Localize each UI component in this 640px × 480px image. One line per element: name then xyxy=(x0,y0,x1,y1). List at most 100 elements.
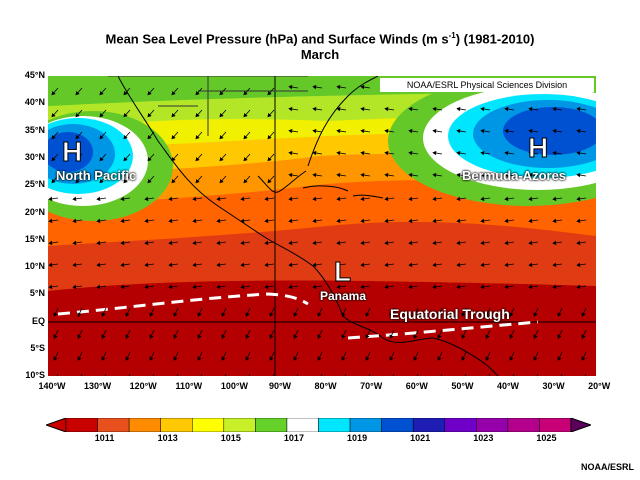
wind-arrow-head xyxy=(365,334,370,339)
wind-arrow-head xyxy=(48,240,53,246)
wind-arrow-head xyxy=(432,262,437,268)
wind-arrow-head xyxy=(312,150,317,156)
north-pacific-label: North Pacific xyxy=(56,168,137,183)
wind-arrow-head xyxy=(243,90,248,96)
wind-arrow-head xyxy=(413,334,418,339)
wind-arrow-head xyxy=(51,112,56,118)
wind-arrow-head xyxy=(77,334,82,339)
wind-arrow-head xyxy=(504,106,509,112)
wind-arrow-head xyxy=(269,334,274,339)
bermuda-label: Bermuda-Azores xyxy=(462,168,567,183)
wind-arrow-head xyxy=(99,178,104,184)
wind-arrow-head xyxy=(552,128,557,134)
wind-arrow-head xyxy=(288,150,293,156)
np-ring-5 xyxy=(48,132,93,172)
wind-arrow-head xyxy=(125,312,130,317)
wind-arrow-head xyxy=(197,356,202,361)
wind-arrow-head xyxy=(240,262,245,268)
colorbar-swatch xyxy=(444,418,477,432)
wind-arrow-head xyxy=(485,312,490,317)
wind-arrow-head xyxy=(195,156,200,162)
wind-arrow-head xyxy=(360,106,365,112)
lat-label: 10°N xyxy=(24,261,45,272)
wind-arrow-head xyxy=(168,240,173,246)
wind-arrow-head xyxy=(456,150,461,156)
wind-arrow-head xyxy=(509,334,514,339)
wind-arrow-head xyxy=(120,262,125,268)
wind-arrow-head xyxy=(432,240,437,246)
wind-arrow-head xyxy=(336,196,341,202)
wind-arrow-head xyxy=(48,218,53,224)
wind-arrow-head xyxy=(432,218,437,224)
wind-arrow-head xyxy=(147,90,152,96)
wind-arrow-head xyxy=(384,128,389,134)
coastline-main xyxy=(117,76,499,376)
wind-arrow-head xyxy=(504,262,509,268)
wind-arrow-head xyxy=(269,312,274,317)
wind-arrow-head xyxy=(312,172,317,178)
wind-arrow-head xyxy=(504,240,509,246)
low-symbol: L xyxy=(333,256,352,288)
wind-arrow-head xyxy=(72,218,77,224)
colorbar-label: 1017 xyxy=(283,433,304,443)
wind-arrow-head xyxy=(437,312,442,317)
lat-label: 40°N xyxy=(24,97,45,108)
wind-arrow-head xyxy=(147,112,152,118)
wind-arrow-head xyxy=(149,334,154,339)
wind-arrow-head xyxy=(504,218,509,224)
wind-arrow-head xyxy=(456,196,461,202)
wind-arrow-head xyxy=(195,90,200,96)
wind-arrow-head xyxy=(267,134,272,140)
wind-arrow-head xyxy=(408,262,413,268)
wind-arrow-head xyxy=(480,240,485,246)
wind-arrow-head xyxy=(336,84,341,90)
wind-arrow-head xyxy=(408,196,413,202)
wind-arrow-head xyxy=(504,172,509,178)
wind-arrow xyxy=(560,373,563,376)
wind-arrow-head xyxy=(72,284,77,290)
wind-arrow-head xyxy=(75,90,80,96)
wind-arrow-head xyxy=(432,196,437,202)
coastline-east xyxy=(307,76,379,167)
wind-arrow-head xyxy=(240,240,245,246)
high-symbol-np: H xyxy=(61,136,83,168)
wind-arrow-head xyxy=(221,356,226,361)
wind-arrow-head xyxy=(216,218,221,224)
wind-arrow-head xyxy=(341,312,346,317)
wind-arrow-head xyxy=(456,106,461,112)
wind-arrow-head xyxy=(413,356,418,361)
wind-arrow-head xyxy=(219,134,224,140)
wind-arrow-head xyxy=(360,128,365,134)
trough-label: Equatorial Trough xyxy=(390,306,510,322)
lat-label: 5°N xyxy=(29,288,45,299)
wind-arrow-head xyxy=(120,240,125,246)
coastline-islands xyxy=(302,185,384,199)
wind-arrow-head xyxy=(456,172,461,178)
wind-arrow-head xyxy=(312,262,317,268)
wind-arrow-head xyxy=(528,172,533,178)
wind-arrow xyxy=(416,373,419,376)
wind-arrow-head xyxy=(75,178,80,184)
wind-arrow-head xyxy=(480,262,485,268)
wind-arrow xyxy=(464,373,467,376)
wind-arrow-head xyxy=(245,334,250,339)
wind-arrow-head xyxy=(288,128,293,134)
wind-arrow xyxy=(152,373,155,376)
lat-label: 35°N xyxy=(24,124,45,135)
wind-arrow-head xyxy=(576,218,581,224)
chart-subtitle: March xyxy=(300,47,340,62)
wind-arrow-head xyxy=(461,334,466,339)
wind-arrow-head xyxy=(432,284,437,290)
wind-arrow-head xyxy=(312,284,317,290)
colorbar-label: 1023 xyxy=(473,433,494,443)
wind-arrow-head xyxy=(75,112,80,118)
colorbar-label: 1025 xyxy=(536,433,557,443)
chart-title: Mean Sea Level Pressure (hPa) and Surfac… xyxy=(105,31,535,47)
wind-arrow-head xyxy=(195,178,200,184)
wind-arrow xyxy=(224,373,227,376)
wind-arrow-head xyxy=(147,156,152,162)
wind-arrow-head xyxy=(144,196,149,202)
wind-arrow-head xyxy=(432,128,437,134)
wind-arrow-head xyxy=(312,106,317,112)
wind-arrow-head xyxy=(528,106,533,112)
